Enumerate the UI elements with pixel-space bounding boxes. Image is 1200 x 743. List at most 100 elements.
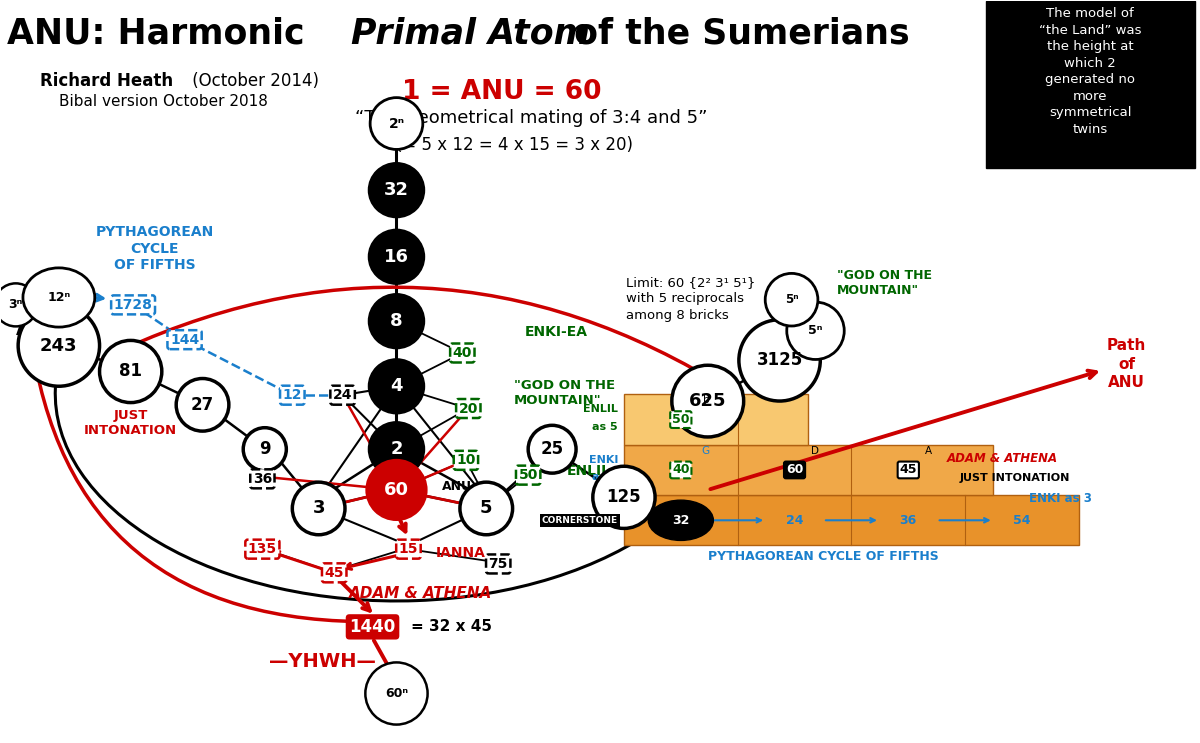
- Text: —YHWH—: —YHWH—: [269, 652, 376, 671]
- Text: ENLIL: ENLIL: [566, 464, 611, 478]
- FancyArrowPatch shape: [712, 518, 761, 522]
- Text: 144: 144: [170, 333, 199, 347]
- Text: 125: 125: [607, 488, 641, 506]
- FancyArrowPatch shape: [346, 554, 406, 569]
- Text: ABRAM: ABRAM: [16, 323, 78, 338]
- Text: 2ⁿ: 2ⁿ: [389, 117, 404, 131]
- Ellipse shape: [739, 319, 821, 401]
- Ellipse shape: [593, 467, 655, 528]
- Text: Richard Heath: Richard Heath: [40, 72, 173, 90]
- Text: 25: 25: [540, 440, 564, 458]
- FancyBboxPatch shape: [985, 1, 1195, 168]
- Text: 24: 24: [786, 514, 803, 527]
- Ellipse shape: [365, 663, 427, 724]
- Text: 20: 20: [458, 401, 478, 415]
- Text: = 32 x 45: = 32 x 45: [410, 620, 492, 635]
- Text: 3ⁿ: 3ⁿ: [8, 299, 23, 311]
- Text: 45: 45: [900, 464, 917, 476]
- Text: IANNA: IANNA: [436, 546, 486, 560]
- Ellipse shape: [176, 378, 229, 431]
- Text: 1728: 1728: [114, 298, 152, 312]
- Text: PYTHAGOREAN
CYCLE
OF FIFTHS: PYTHAGOREAN CYCLE OF FIFTHS: [96, 225, 214, 273]
- Text: A: A: [925, 446, 932, 455]
- Text: 40: 40: [452, 346, 472, 360]
- Text: “The Geometrical mating of 3:4 and 5”: “The Geometrical mating of 3:4 and 5”: [354, 108, 707, 127]
- Ellipse shape: [367, 162, 425, 218]
- Text: 10: 10: [456, 453, 475, 467]
- FancyArrowPatch shape: [397, 515, 406, 531]
- FancyArrowPatch shape: [338, 580, 370, 611]
- Text: (October 2014): (October 2014): [187, 72, 319, 90]
- Text: Limit: 60 {2² 3¹ 5¹}: Limit: 60 {2² 3¹ 5¹}: [626, 276, 756, 289]
- Text: 1 = ANU = 60: 1 = ANU = 60: [402, 79, 602, 105]
- Text: ENKI-EA: ENKI-EA: [524, 325, 588, 340]
- Ellipse shape: [367, 229, 425, 285]
- Text: 54: 54: [1013, 514, 1031, 527]
- Text: ENKI as 3: ENKI as 3: [1028, 493, 1092, 505]
- Ellipse shape: [672, 366, 744, 437]
- Text: CORNERSTONE: CORNERSTONE: [542, 516, 618, 525]
- Text: 3125: 3125: [756, 351, 803, 369]
- Ellipse shape: [370, 97, 422, 149]
- Text: 24: 24: [332, 388, 353, 402]
- Text: 5ⁿ: 5ⁿ: [785, 293, 798, 306]
- Text: 45: 45: [324, 566, 344, 580]
- Ellipse shape: [244, 428, 287, 471]
- FancyBboxPatch shape: [624, 395, 809, 445]
- Text: Primal Atom: Primal Atom: [350, 16, 590, 51]
- Text: ADAM & ATHENA: ADAM & ATHENA: [947, 452, 1058, 465]
- Text: G: G: [702, 446, 710, 455]
- Text: Path
of
ANU: Path of ANU: [1108, 338, 1146, 390]
- Text: ENLIL: ENLIL: [583, 404, 618, 415]
- Text: 3: 3: [312, 499, 325, 517]
- Text: 135: 135: [248, 542, 277, 557]
- FancyArrowPatch shape: [710, 371, 1096, 489]
- Text: ENKI: ENKI: [588, 455, 618, 464]
- Text: 5: 5: [480, 499, 492, 517]
- Text: The model of
“the Land” was
the height at
which 2
generated no
more
symmetrical
: The model of “the Land” was the height a…: [1039, 7, 1141, 136]
- Text: 15: 15: [398, 542, 418, 557]
- Text: 4: 4: [390, 377, 403, 395]
- Ellipse shape: [100, 340, 162, 403]
- Circle shape: [648, 500, 713, 540]
- FancyArrowPatch shape: [61, 294, 103, 301]
- Text: ADAM & ATHENA: ADAM & ATHENA: [348, 586, 492, 601]
- Text: 1440: 1440: [349, 618, 396, 636]
- Text: 36: 36: [253, 472, 272, 486]
- FancyArrowPatch shape: [374, 640, 394, 675]
- Text: 32: 32: [672, 514, 690, 527]
- Ellipse shape: [460, 482, 512, 535]
- Text: JUST
INTONATION: JUST INTONATION: [84, 409, 178, 436]
- Ellipse shape: [365, 459, 427, 521]
- Ellipse shape: [787, 302, 845, 360]
- Text: "GOD ON THE
MOUNTAIN": "GOD ON THE MOUNTAIN": [838, 270, 932, 297]
- Text: PYTHAGOREAN CYCLE OF FIFTHS: PYTHAGOREAN CYCLE OF FIFTHS: [708, 550, 938, 563]
- Text: 40: 40: [672, 464, 690, 476]
- Ellipse shape: [293, 482, 344, 535]
- Text: b: b: [702, 395, 709, 406]
- Text: ANU: Harmonic: ANU: Harmonic: [7, 16, 317, 51]
- Ellipse shape: [0, 283, 37, 326]
- Ellipse shape: [367, 358, 425, 415]
- Text: with 5 reciprocals: with 5 reciprocals: [626, 293, 744, 305]
- Text: 60: 60: [786, 464, 803, 476]
- Text: as 2: as 2: [593, 473, 618, 482]
- FancyArrowPatch shape: [826, 518, 875, 522]
- Text: 5ⁿ: 5ⁿ: [809, 324, 823, 337]
- Ellipse shape: [528, 425, 576, 473]
- FancyArrowPatch shape: [274, 551, 331, 572]
- Text: 8: 8: [390, 312, 403, 330]
- Text: JUST INTONATION: JUST INTONATION: [959, 473, 1069, 483]
- Text: 60ⁿ: 60ⁿ: [385, 687, 408, 700]
- Text: 9: 9: [259, 440, 270, 458]
- FancyArrowPatch shape: [760, 318, 790, 345]
- Text: "GOD ON THE
MOUNTAIN": "GOD ON THE MOUNTAIN": [514, 379, 614, 407]
- Text: ANU: ANU: [442, 480, 472, 493]
- Text: D: D: [811, 446, 820, 455]
- Text: 12ⁿ: 12ⁿ: [47, 291, 71, 304]
- Text: 81: 81: [119, 363, 142, 380]
- Text: Bibal version October 2018: Bibal version October 2018: [59, 94, 268, 109]
- Text: 2: 2: [390, 440, 403, 458]
- Ellipse shape: [367, 421, 425, 477]
- Ellipse shape: [23, 268, 95, 327]
